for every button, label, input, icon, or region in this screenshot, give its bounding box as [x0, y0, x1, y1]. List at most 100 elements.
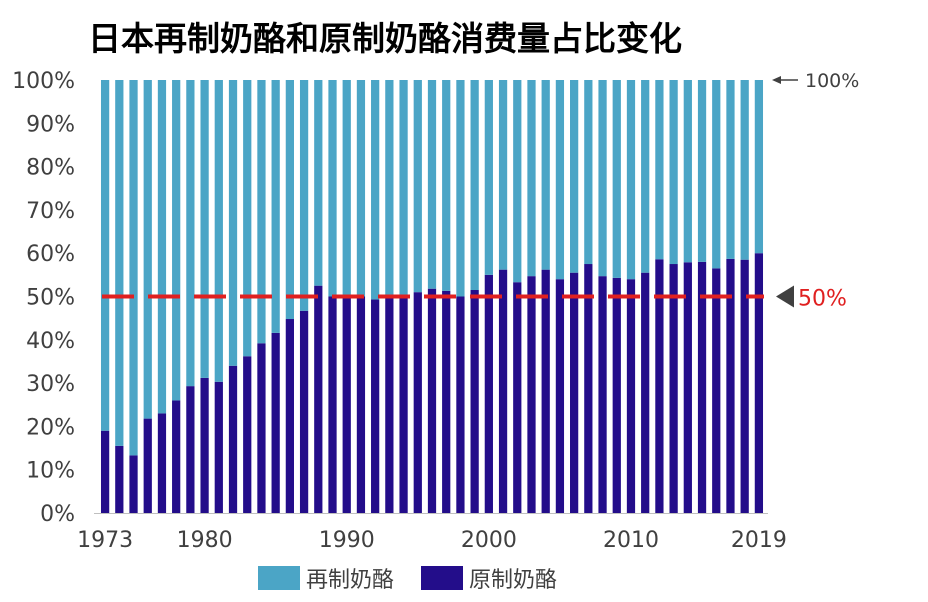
bar-processed-2004 — [541, 80, 550, 270]
bar-processed-1973 — [100, 80, 110, 431]
bar-processed-1987 — [299, 80, 309, 311]
bar-natural-2017 — [726, 258, 735, 513]
bar-processed-2015 — [697, 80, 707, 262]
x-tick-label: 1990 — [319, 528, 375, 553]
y-tick-label: 0% — [40, 502, 75, 527]
bar-natural-1975 — [129, 455, 138, 513]
legend-item-processed: 再制奶酪 — [258, 562, 394, 594]
y-tick-label: 30% — [26, 372, 75, 397]
bar-natural-1994 — [399, 296, 408, 513]
bar-processed-1985 — [271, 80, 280, 333]
bar-natural-1996 — [427, 288, 437, 513]
bar-natural-1999 — [470, 290, 479, 513]
bar-natural-1998 — [456, 296, 465, 513]
bar-natural-1973 — [100, 430, 110, 513]
bar-natural-1978 — [172, 400, 181, 513]
y-tick-label: 10% — [26, 459, 75, 484]
bar-natural-1987 — [299, 310, 309, 513]
bar-processed-1984 — [257, 80, 266, 344]
bar-natural-1976 — [143, 418, 152, 513]
bar-processed-1997 — [442, 80, 451, 291]
y-tick-label: 80% — [26, 156, 75, 181]
bar-natural-1990 — [342, 296, 351, 513]
bar-processed-1975 — [129, 80, 138, 456]
x-tick-label: 2000 — [461, 528, 517, 553]
bar-natural-1980 — [200, 377, 209, 513]
bar-processed-1981 — [214, 80, 223, 382]
x-tick-label: 1973 — [77, 528, 133, 553]
top-annotation-arrow-icon — [772, 76, 781, 84]
bar-processed-1978 — [172, 80, 181, 401]
legend-item-natural: 原制奶酪 — [421, 562, 557, 594]
bar-natural-1979 — [186, 386, 195, 513]
bar-processed-2006 — [570, 80, 579, 273]
bar-natural-2016 — [712, 268, 721, 513]
bar-processed-1996 — [427, 80, 437, 289]
bar-natural-1974 — [115, 445, 124, 513]
bar-processed-1994 — [399, 80, 408, 297]
bar-processed-1990 — [342, 80, 351, 297]
bar-processed-2008 — [598, 80, 607, 277]
y-tick-label: 20% — [26, 415, 75, 440]
bar-natural-1988 — [314, 285, 323, 513]
bar-natural-1989 — [328, 296, 337, 513]
bar-processed-2018 — [740, 80, 749, 260]
bar-natural-2013 — [669, 264, 678, 513]
legend-swatch-natural — [421, 566, 463, 590]
bar-natural-2018 — [740, 259, 749, 513]
bar-processed-1995 — [413, 80, 422, 293]
bar-natural-2009 — [612, 277, 621, 513]
bar-processed-2017 — [726, 80, 735, 259]
legend-swatch-processed — [258, 566, 300, 590]
y-tick-label: 60% — [26, 242, 75, 267]
bar-natural-2003 — [527, 276, 536, 513]
reference-marker-icon — [776, 285, 794, 308]
legend-label-processed: 再制奶酪 — [306, 568, 395, 593]
bar-natural-2015 — [697, 261, 707, 513]
bar-natural-1986 — [285, 319, 294, 513]
bar-natural-2012 — [655, 259, 664, 513]
bar-natural-2011 — [641, 272, 650, 513]
reference-line-label: 50% — [798, 287, 847, 312]
bar-natural-2007 — [584, 264, 593, 513]
bar-processed-1988 — [314, 80, 323, 286]
bar-processed-1993 — [385, 80, 394, 297]
bar-natural-2014 — [683, 262, 692, 513]
bar-processed-1992 — [371, 80, 380, 300]
bar-natural-2005 — [555, 279, 565, 513]
bar-natural-1992 — [371, 299, 380, 513]
bar-processed-1980 — [200, 80, 209, 378]
bar-natural-1982 — [228, 365, 238, 513]
top-annotation-label: 100% — [805, 70, 859, 92]
y-tick-label: 90% — [26, 112, 75, 137]
bar-natural-1993 — [385, 296, 394, 513]
bar-processed-2000 — [484, 80, 493, 275]
x-tick-label: 2010 — [603, 528, 659, 553]
bar-processed-1999 — [470, 80, 479, 291]
bar-processed-2005 — [555, 80, 565, 280]
bar-processed-1977 — [157, 80, 167, 414]
bar-natural-1995 — [413, 292, 422, 513]
bar-processed-2001 — [498, 80, 508, 270]
bar-natural-2008 — [598, 276, 607, 513]
bar-processed-2009 — [612, 80, 621, 278]
bar-natural-2001 — [498, 269, 508, 513]
bar-natural-2000 — [484, 274, 493, 513]
bar-natural-2019 — [754, 253, 764, 513]
y-tick-label: 100% — [12, 69, 75, 94]
x-tick-label: 2019 — [731, 528, 787, 553]
bar-processed-2012 — [655, 80, 664, 260]
bar-natural-1981 — [214, 381, 223, 513]
bar-processed-1974 — [115, 80, 124, 446]
bar-natural-1983 — [243, 356, 252, 513]
bar-natural-1977 — [157, 413, 167, 513]
bar-processed-2013 — [669, 80, 678, 265]
legend-label-natural: 原制奶酪 — [469, 568, 558, 593]
bar-natural-1984 — [257, 343, 266, 513]
bar-processed-1976 — [143, 80, 152, 419]
bar-processed-1998 — [456, 80, 465, 297]
bar-natural-1991 — [356, 296, 366, 513]
bar-processed-2011 — [641, 80, 650, 273]
y-tick-label: 50% — [26, 286, 75, 311]
bar-processed-2010 — [626, 80, 636, 280]
